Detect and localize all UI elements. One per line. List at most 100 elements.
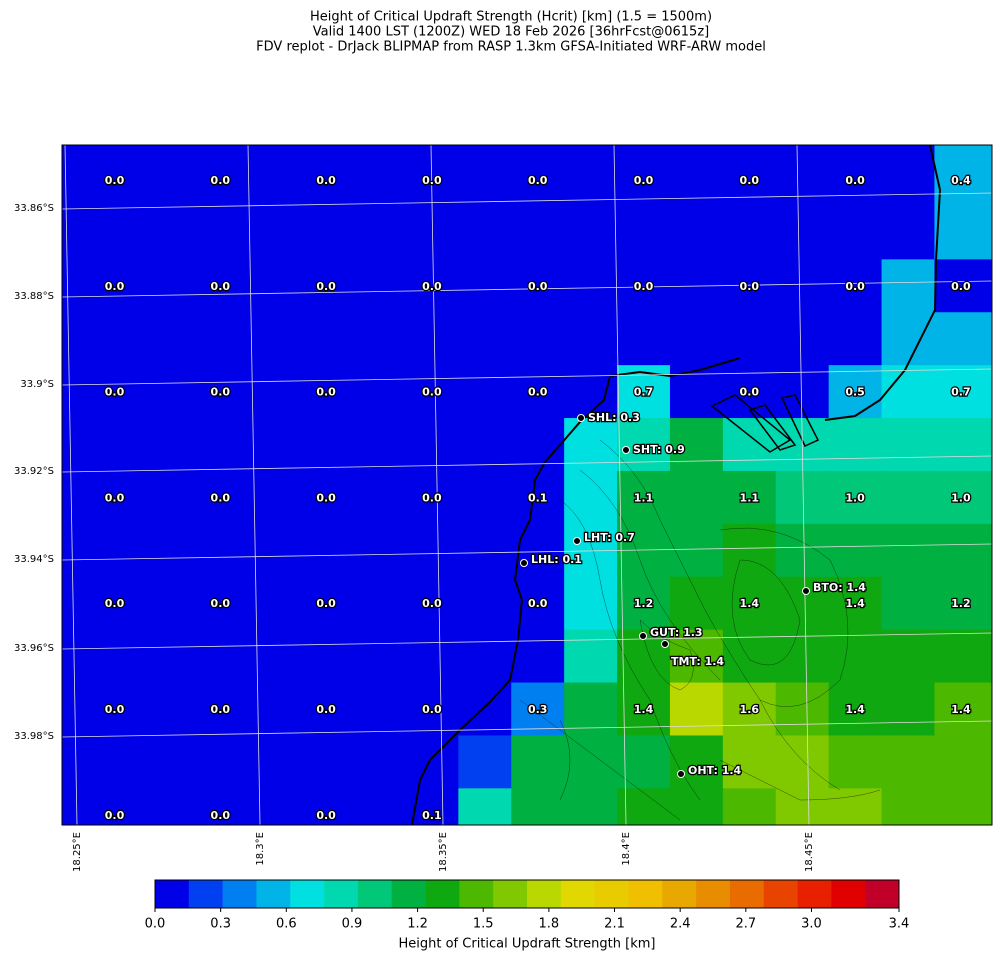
cell xyxy=(987,470,992,525)
cell xyxy=(775,312,830,366)
cell xyxy=(775,788,830,825)
cell xyxy=(722,418,777,472)
grid-value: 0.0 xyxy=(211,491,231,504)
cell xyxy=(458,153,512,207)
cell xyxy=(352,153,406,207)
cell xyxy=(881,682,935,736)
cell xyxy=(88,153,142,207)
station-label: OHT: 1.4 xyxy=(688,764,742,777)
cell xyxy=(62,788,89,825)
cell xyxy=(458,682,512,736)
cell xyxy=(405,470,459,525)
grid-value: 0.0 xyxy=(105,280,125,293)
cell xyxy=(564,682,618,736)
cell xyxy=(934,259,988,313)
colorbar-swatch xyxy=(865,880,900,908)
grid-value: 0.0 xyxy=(740,280,760,293)
colorbar-tick-label: 0.3 xyxy=(210,917,231,932)
cell xyxy=(62,145,89,155)
cell xyxy=(299,206,354,260)
cell xyxy=(140,153,195,207)
cell xyxy=(828,735,883,789)
cell xyxy=(88,145,142,155)
cell xyxy=(246,682,301,736)
cell xyxy=(722,153,777,207)
grid-value: 0.0 xyxy=(634,174,654,187)
colorbar-swatch xyxy=(696,880,731,908)
cell xyxy=(987,365,992,419)
cell xyxy=(405,576,459,631)
cell xyxy=(299,312,354,366)
cell xyxy=(140,682,195,736)
grid-value: 1.0 xyxy=(845,491,865,504)
grid-value: 0.3 xyxy=(528,703,548,716)
colorbar-swatch xyxy=(391,880,426,908)
cell xyxy=(299,576,354,631)
cell xyxy=(828,629,883,684)
cell xyxy=(299,682,354,736)
cell xyxy=(669,576,724,631)
cell xyxy=(88,735,142,789)
colorbar-swatch xyxy=(797,880,832,908)
station-label: LHT: 0.7 xyxy=(584,531,635,544)
station xyxy=(639,632,647,640)
lat-label: 33.98°S xyxy=(14,731,54,742)
colorbar-swatch xyxy=(290,880,325,908)
grid-value: 0.0 xyxy=(105,491,125,504)
grid-value: 0.0 xyxy=(740,174,760,187)
cell xyxy=(564,312,618,366)
cell xyxy=(458,145,512,155)
cell xyxy=(352,629,406,684)
cell xyxy=(881,259,935,313)
cell xyxy=(934,206,988,260)
lat-line xyxy=(62,720,992,738)
grid-value: 1.1 xyxy=(634,491,654,504)
grid-value: 0.0 xyxy=(528,174,548,187)
cell xyxy=(246,788,301,825)
cell xyxy=(934,576,988,631)
colorbar-swatch xyxy=(425,880,460,908)
lat-label: 33.92°S xyxy=(14,466,54,477)
cell xyxy=(987,576,992,631)
cell xyxy=(722,259,777,313)
lon-label: 18.4°E xyxy=(621,832,632,866)
cell xyxy=(193,312,248,366)
grid-value: 0.0 xyxy=(211,703,231,716)
cell xyxy=(246,470,301,525)
grid-value: 0.0 xyxy=(740,386,760,399)
cell xyxy=(246,153,301,207)
grid-value: 0.0 xyxy=(422,597,442,610)
lat-label: 33.9°S xyxy=(20,379,54,390)
cell xyxy=(511,206,565,260)
cell xyxy=(881,153,935,207)
lat-line xyxy=(62,543,992,561)
cell xyxy=(669,682,724,736)
cell xyxy=(193,523,248,578)
lat-label: 33.96°S xyxy=(14,643,54,654)
colorbar-swatch xyxy=(594,880,629,908)
cell xyxy=(352,682,406,736)
cell xyxy=(722,470,777,525)
cell xyxy=(775,629,830,684)
cell xyxy=(299,153,354,207)
cell xyxy=(881,629,935,684)
colorbar-swatch xyxy=(188,880,223,908)
cell xyxy=(987,788,992,825)
cell xyxy=(193,259,248,313)
cell xyxy=(828,206,883,260)
grid-value: 0.5 xyxy=(845,386,865,399)
grid-value: 1.2 xyxy=(634,597,654,610)
cell xyxy=(458,576,512,631)
cell xyxy=(405,682,459,736)
grid-value: 0.0 xyxy=(316,280,336,293)
graticule xyxy=(62,145,992,825)
lon-line xyxy=(430,145,444,825)
cell xyxy=(246,145,301,155)
cell xyxy=(987,259,992,313)
colorbar-label: Height of Critical Updraft Strength [km] xyxy=(399,937,656,952)
lat-line xyxy=(62,632,992,650)
cell xyxy=(458,788,512,825)
cell xyxy=(987,523,992,578)
station xyxy=(677,770,685,778)
